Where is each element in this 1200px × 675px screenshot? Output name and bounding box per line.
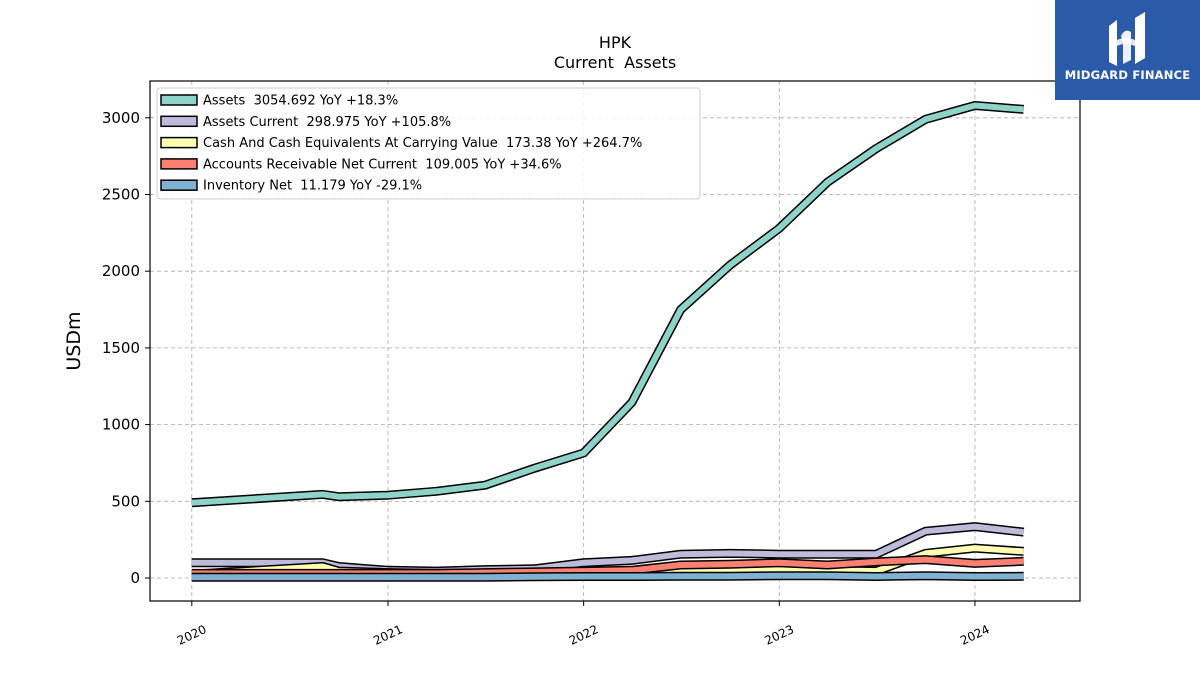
series-assets: [191, 101, 1025, 508]
x-tick-label: 2021: [371, 622, 405, 648]
legend-entry: Assets Current 298.975 YoY +105.8%: [203, 115, 451, 130]
legend-swatch: [160, 136, 198, 149]
legend-swatch: [160, 179, 198, 191]
series-inventory-net: [191, 571, 1024, 582]
series-line: [191, 102, 1024, 506]
series-line: [191, 572, 1024, 581]
midgard-logo-icon: [1109, 12, 1145, 66]
logo-text: MIDGARD FINANCE: [1064, 68, 1191, 82]
legend-entry: Assets 3054.692 YoY +18.3%: [203, 94, 398, 109]
plot-area-frame: [149, 80, 1081, 602]
legend-swatch: [160, 115, 198, 128]
y-tick-label: 2000: [102, 262, 140, 280]
legend-box: [156, 87, 701, 200]
x-tick-label: 2024: [958, 622, 992, 648]
chart-title: HPK: [599, 33, 632, 52]
x-tick-label: 2020: [175, 622, 209, 648]
midgard-finance-logo: MIDGARD FINANCE: [1055, 0, 1200, 100]
y-axis-ticks: 0 500 1000 1500 2000 2500 3000: [102, 109, 150, 587]
legend: Assets 3054.692 YoY +18.3% Assets Current…: [156, 87, 701, 200]
x-tick-label: 2023: [762, 622, 796, 648]
y-tick-label: 1500: [102, 339, 140, 357]
series-layer: [191, 101, 1025, 582]
y-axis-label: USDm: [63, 311, 85, 370]
chart-subtitle: Current Assets: [554, 53, 676, 72]
legend-entry: Inventory Net 11.179 YoY -29.1%: [203, 179, 422, 194]
legend-swatch: [160, 94, 198, 106]
legend-entry: Accounts Receivable Net Current 109.005 …: [203, 157, 562, 172]
x-tick-label: 2022: [567, 622, 601, 648]
x-axis-ticks: 2020 2021 2022 2023 2024: [175, 601, 992, 648]
y-tick-label: 500: [111, 492, 140, 510]
y-tick-label: 0: [130, 569, 140, 587]
y-tick-label: 1000: [102, 416, 140, 434]
y-tick-label: 3000: [102, 109, 140, 127]
y-tick-label: 2500: [102, 186, 140, 204]
legend-entry: Cash And Cash Equivalents At Carrying Va…: [203, 136, 642, 151]
legend-swatch: [160, 158, 198, 170]
